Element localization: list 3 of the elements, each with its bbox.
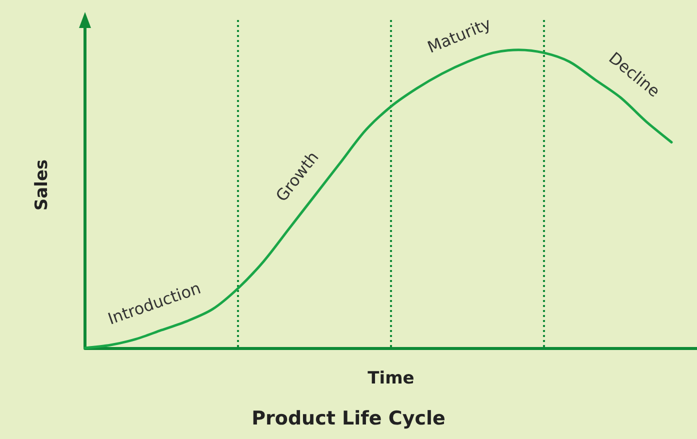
y-axis-title: Sales — [32, 159, 52, 211]
text: Product Life Cycle — [252, 408, 446, 430]
x-axis-title: Time — [368, 368, 414, 388]
